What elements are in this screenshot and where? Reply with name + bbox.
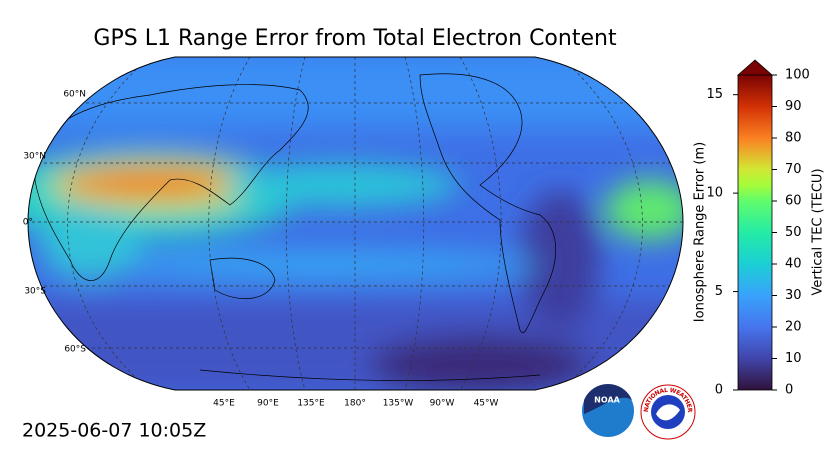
error-tick-label: 15: [706, 87, 723, 102]
noaa-logo: NOAA: [582, 384, 634, 437]
lon-label: 135°W: [383, 399, 414, 409]
lon-label: 180°: [344, 399, 366, 409]
lat-label: 60°N: [63, 90, 86, 100]
title: GPS L1 Range Error from Total Electron C…: [93, 26, 617, 51]
tec-map: [28, 57, 683, 390]
lon-label: 45°E: [213, 399, 235, 409]
colorbar-label-right: Vertical TEC (TECU): [811, 168, 826, 295]
colorbar-label-left: Ionosphere Range Error (m): [693, 142, 708, 322]
error-tick-label: 10: [706, 186, 723, 201]
lon-label: 90°W: [430, 399, 455, 409]
lon-labels: 45°E 90°E 135°E 180° 135°W 90°W 45°W: [213, 399, 498, 409]
lon-label: 90°E: [257, 399, 279, 409]
colorbar: 0 5 10 15 0 10 20 30 40 50 60 70 80 90 100: [706, 59, 810, 398]
colorbar-extend: [736, 59, 774, 76]
lat-label: 30°N: [23, 152, 46, 162]
map-frame: [27, 56, 684, 391]
noaa-text: NOAA: [594, 396, 620, 405]
tec-tick-label: 60: [785, 194, 802, 209]
tec-tick-label: 30: [785, 288, 802, 303]
tec-tick-label: 10: [785, 351, 802, 366]
tec-tick-label: 50: [785, 225, 802, 240]
lat-labels: 60°N 30°N 0° 30°S 60°S: [23, 90, 87, 355]
tec-tick-label: 0: [785, 383, 793, 398]
timestamp: 2025-06-07 10:05Z: [22, 420, 206, 442]
lat-label: 60°S: [64, 345, 86, 355]
lon-label: 45°W: [474, 399, 499, 409]
error-tick-label: 0: [715, 383, 723, 398]
tec-tick-label: 70: [785, 162, 802, 177]
colorbar-body: [737, 74, 773, 391]
lat-label: 30°S: [24, 287, 46, 297]
tec-tick-label: 40: [785, 257, 802, 272]
lon-label: 135°E: [297, 399, 325, 409]
tec-tick-label: 20: [785, 320, 802, 335]
tec-tick-label: 100: [785, 68, 810, 83]
error-tick-label: 5: [715, 284, 723, 299]
lat-label: 0°: [23, 218, 33, 228]
tec-tick-label: 80: [785, 131, 802, 146]
graticule: [28, 57, 683, 390]
noaa-bird: [584, 384, 632, 414]
tec-tick-label: 90: [785, 99, 802, 114]
